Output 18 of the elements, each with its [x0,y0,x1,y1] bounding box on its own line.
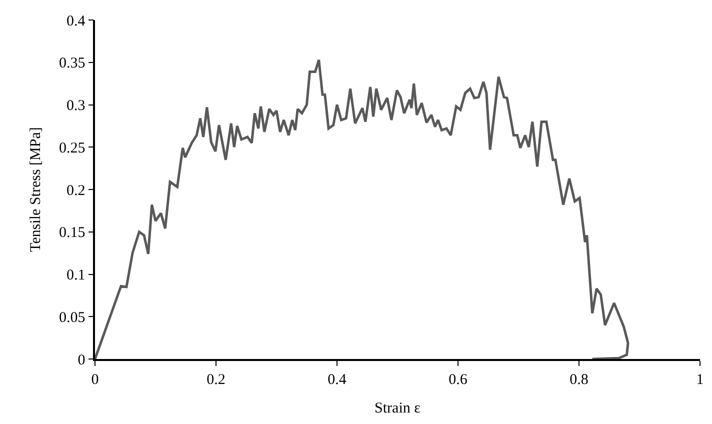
x-axis-title: Strain ε [374,400,420,416]
y-tick-label: 0.3 [66,98,86,114]
y-tick-label: 0.4 [66,13,86,30]
y-tick-label: 0.05 [59,310,86,326]
y-tick-label: 0.2 [66,182,86,199]
x-tick-label: 1 [696,372,704,388]
y-tick-label: 0.15 [59,225,86,242]
x-tick-label: 0.6 [448,372,468,388]
x-tick-label: 0.8 [570,372,588,388]
y-tick-label: 0.1 [66,268,86,284]
x-tick-label: 0.2 [206,372,226,388]
y-tick-label: 0.25 [59,140,86,156]
line-series [95,58,630,359]
x-tick-label: 0 [91,372,99,388]
y-tick-label: 0 [78,352,86,368]
x-tick-label: 0.4 [328,372,347,388]
y-tick-label: 0.35 [59,56,86,72]
y-axis-title: Tensile Stress [MPa] [28,127,44,252]
